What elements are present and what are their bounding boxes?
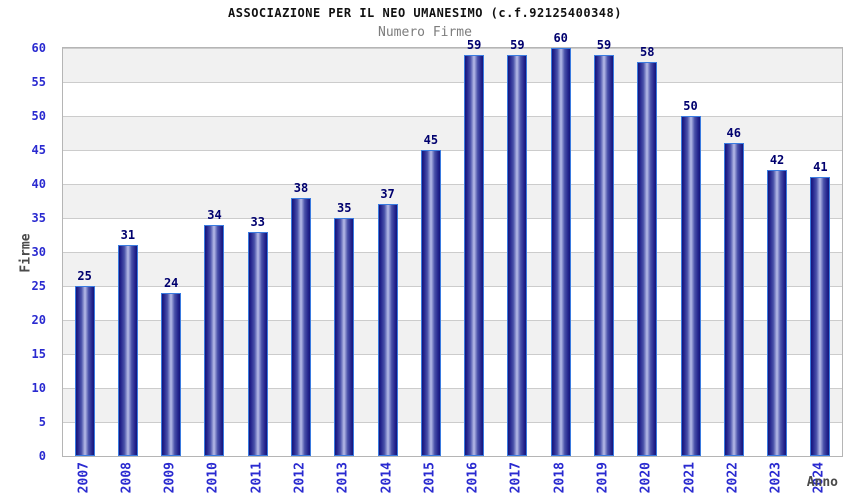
bar-slot-2020: 58: [626, 44, 669, 456]
bar-slot-2009: 24: [150, 48, 193, 456]
x-tick-label: 2017: [508, 462, 524, 494]
x-tick-label: 2011: [249, 462, 265, 494]
bar-slot-2007: 25: [63, 48, 106, 456]
x-tick-label: 2021: [682, 462, 698, 494]
x-tick-label: 2016: [465, 462, 481, 494]
bar: [420, 150, 441, 456]
y-tick-label: 15: [31, 347, 46, 361]
y-tick-label: 0: [38, 449, 46, 463]
x-tick-label: 2010: [205, 462, 221, 494]
bar-slot-2010: 34: [193, 48, 236, 456]
y-tick-label: 30: [31, 245, 46, 259]
y-axis-tick-labels: 0 5 10 15 20 25 30 35 40 45 50 55 60: [0, 41, 54, 463]
bar-slot-2015: 45: [409, 48, 452, 456]
bar: [550, 48, 571, 456]
x-tick-label: 2019: [595, 462, 611, 494]
bar-slot-2012: 38: [279, 48, 322, 456]
chart-title: ASSOCIAZIONE PER IL NEO UMANESIMO (c.f.9…: [228, 6, 622, 20]
y-tick-label: 5: [38, 415, 46, 429]
bar: [637, 61, 658, 456]
bar-value-label: 37: [380, 187, 395, 202]
bar: [247, 231, 268, 456]
bar-slot-2008: 31: [106, 48, 149, 456]
x-tick-label: 2015: [422, 462, 438, 494]
bar-value-label: 24: [163, 275, 179, 290]
y-tick-label: 45: [31, 143, 46, 157]
bar-slot-2023: 42: [755, 48, 798, 456]
bar-slot-2013: 35: [323, 48, 366, 456]
bar-slot-2022: 46: [712, 48, 755, 456]
bar-value-label: 31: [120, 228, 136, 243]
bar-slot-2019: 59: [582, 38, 625, 456]
x-tick-label: 2012: [292, 462, 308, 494]
bar-slot-2021: 50: [669, 48, 712, 456]
bar-value-label: 59: [510, 37, 525, 52]
y-tick-label: 25: [31, 279, 46, 293]
x-tick-label: 2020: [638, 462, 654, 494]
bar-value-label: 42: [769, 153, 785, 168]
bar: [507, 54, 528, 456]
bar-slot-2017: 59: [496, 38, 539, 456]
bar-slot-2011: 33: [236, 48, 279, 456]
bar: [334, 218, 355, 456]
bar: [291, 197, 311, 456]
bar-value-label: 50: [683, 99, 698, 113]
x-tick-label: 2023: [768, 462, 784, 494]
bar: [767, 170, 788, 456]
bar: [204, 224, 225, 456]
x-tick-label: 2022: [725, 462, 741, 494]
bar-value-label: 33: [250, 214, 265, 229]
x-tick-label: 2018: [552, 462, 568, 494]
x-axis-tick-labels: 2007 2008 2009 2010 2011 2012 2013 2014 2015 2016…: [62, 456, 841, 500]
bar: [117, 245, 138, 456]
y-tick-label: 35: [31, 211, 46, 225]
y-tick-label: 50: [31, 108, 46, 123]
bar: [377, 204, 398, 456]
chart-subtitle: Numero Firme: [378, 25, 472, 40]
y-tick-label: 55: [31, 74, 46, 89]
y-tick-label: 60: [31, 41, 46, 55]
bar: [593, 54, 614, 456]
x-axis-title: Anno: [806, 475, 838, 490]
bar-value-label: 34: [207, 207, 222, 222]
bar: [161, 292, 182, 456]
bar-slot-2024: 41: [799, 48, 842, 456]
bar-value-label: 25: [77, 269, 92, 283]
bar: [464, 54, 485, 456]
bar-value-label: 58: [640, 44, 655, 59]
bar-value-label: 59: [466, 37, 482, 52]
bar-value-label: 59: [596, 37, 612, 52]
bar-value-label: 60: [553, 31, 568, 45]
plot-area: 25 31 24 34 33 38 35 37 45 59 59 60 59 58 50 46 42 41: [62, 31, 843, 457]
bar: [723, 143, 744, 456]
bar: [810, 177, 831, 456]
bar-slot-2016: 59: [453, 38, 496, 456]
bar: [680, 116, 701, 456]
y-tick-label: 40: [31, 176, 46, 191]
x-tick-label: 2008: [119, 462, 135, 494]
bar-value-label: 35: [337, 201, 352, 216]
bar-value-label: 38: [293, 180, 309, 195]
bar-value-label: 41: [813, 160, 828, 175]
bar-slot-2014: 37: [366, 48, 409, 456]
bar-slot-2018: 60: [539, 31, 582, 456]
x-tick-label: 2014: [379, 462, 395, 494]
bar-value-label: 46: [726, 126, 742, 141]
x-tick-label: 2009: [162, 462, 178, 494]
y-tick-label: 20: [31, 312, 46, 327]
x-tick-label: 2007: [76, 462, 92, 494]
x-tick-label: 2013: [335, 462, 351, 494]
bar-value-label: 45: [423, 133, 439, 147]
bar: [74, 286, 95, 456]
y-tick-label: 10: [31, 381, 46, 395]
